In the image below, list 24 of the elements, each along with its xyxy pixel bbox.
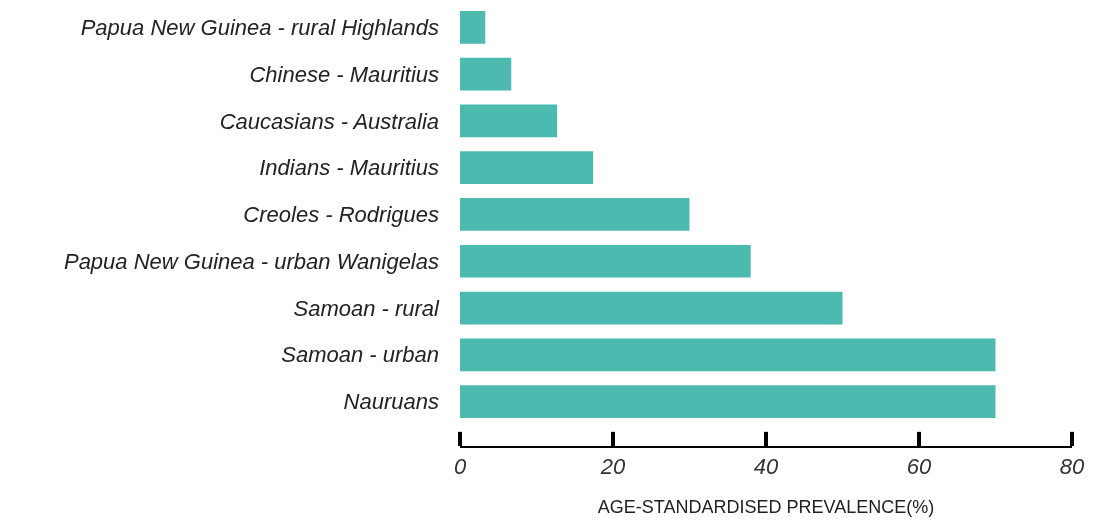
y-tick-label: Indians - Mauritius bbox=[259, 155, 439, 181]
x-axis-title: AGE-STANDARDISED PREVALENCE(%) bbox=[597, 497, 935, 517]
x-tick-label: 60 bbox=[906, 454, 932, 480]
y-tick-label: Nauruans bbox=[343, 389, 439, 415]
bar bbox=[460, 244, 751, 278]
y-tick-label: Creoles - Rodrigues bbox=[243, 202, 439, 228]
bar bbox=[460, 291, 843, 325]
y-tick-label: Papua New Guinea - rural Highlands bbox=[80, 15, 439, 41]
bar bbox=[460, 11, 486, 44]
bar bbox=[460, 198, 690, 231]
bar bbox=[460, 104, 558, 138]
x-tick-label: 40 bbox=[753, 454, 779, 480]
bar bbox=[460, 385, 996, 418]
x-tick-label: 80 bbox=[1059, 454, 1085, 480]
y-tick-label: Samoan - urban bbox=[281, 342, 439, 368]
y-tick-label: Caucasians - Australia bbox=[219, 108, 439, 134]
x-tick-label: 0 bbox=[453, 454, 467, 480]
bar bbox=[460, 151, 594, 185]
y-tick-label: Chinese - Mauritius bbox=[249, 61, 439, 87]
y-tick-label: Papua New Guinea - urban Wanigelas bbox=[63, 248, 439, 274]
y-tick-label: Samoan - rural bbox=[293, 295, 441, 321]
x-tick-label: 20 bbox=[599, 454, 626, 480]
bar bbox=[460, 57, 512, 91]
bar bbox=[460, 338, 996, 372]
